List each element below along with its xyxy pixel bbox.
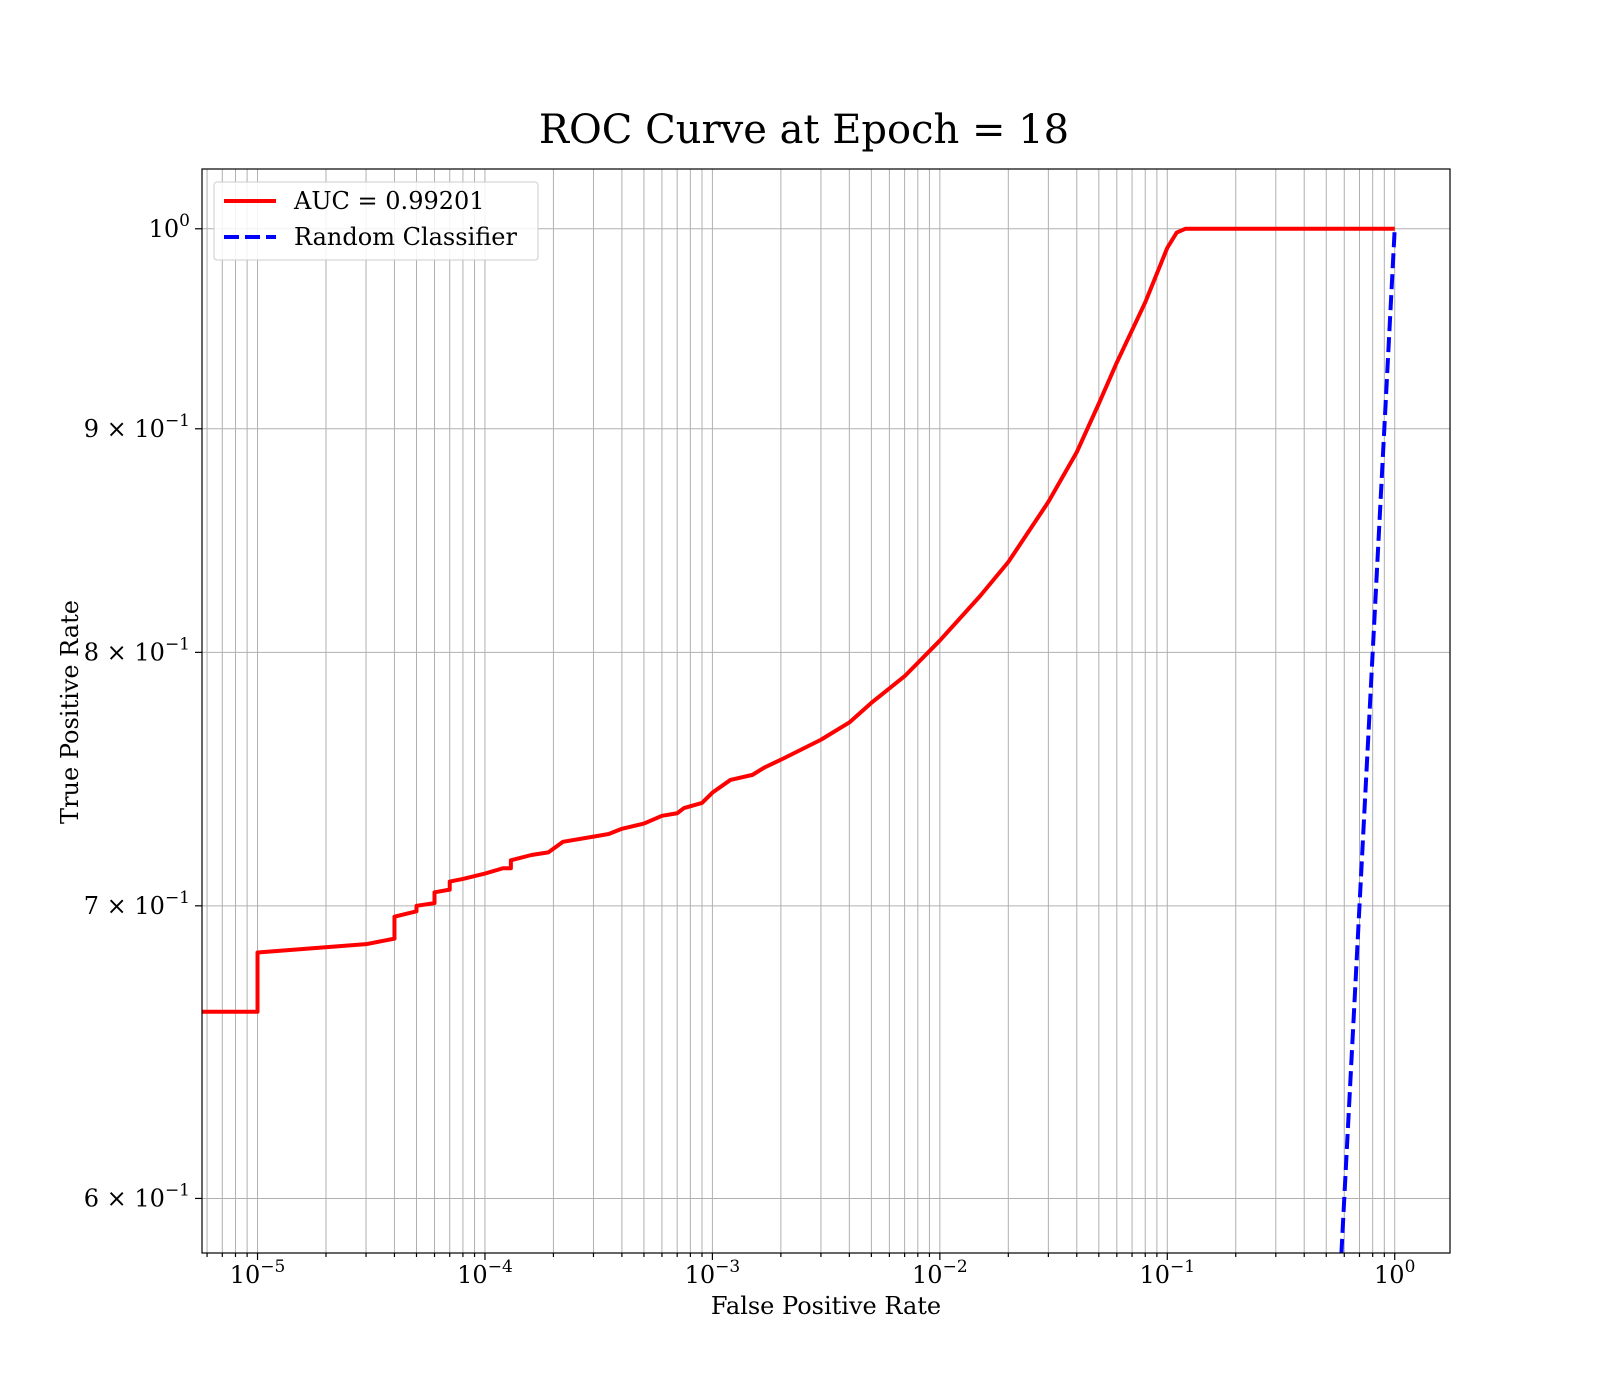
- y-tick-label: 100: [149, 211, 190, 243]
- plot-frame: [201, 168, 1451, 1254]
- y-axis-label: True Positive Rate: [56, 600, 84, 824]
- legend-label-random: Random Classifier: [294, 223, 517, 251]
- legend-label-auc: AUC = 0.99201: [293, 187, 485, 215]
- roc-curve-line: [202, 226, 1395, 1014]
- x-tick-label: 10−3: [685, 1257, 741, 1289]
- x-tick-label: 10−2: [912, 1257, 968, 1289]
- y-tick-label: 6 × 10−1: [84, 1180, 190, 1212]
- random-classifier-line: [1339, 228, 1397, 1253]
- minor-gridlines: [206, 169, 1385, 1253]
- y-tick-label: 9 × 10−1: [84, 411, 190, 443]
- legend: AUC = 0.99201 Random Classifier: [213, 181, 539, 261]
- plot-series: [202, 226, 1397, 1253]
- x-tick-label: 100: [1374, 1257, 1415, 1289]
- x-axis-label: False Positive Rate: [711, 1292, 941, 1320]
- legend-box: [213, 181, 539, 261]
- chart-title: ROC Curve at Epoch = 18: [539, 107, 1069, 153]
- x-tick-label: 10−1: [1139, 1257, 1195, 1289]
- y-tick-label: 7 × 10−1: [84, 888, 190, 920]
- major-gridlines: [202, 169, 1450, 1253]
- y-tick-label: 8 × 10−1: [84, 634, 190, 666]
- x-axis-ticks: 10−5 10−4 10−3 10−2 10−1 100: [206, 1253, 1415, 1289]
- x-tick-label: 10−4: [457, 1257, 513, 1289]
- y-axis-ticks: 100 9 × 10−1 8 × 10−1 7 × 10−1 6 × 10−1: [84, 211, 202, 1212]
- x-tick-label: 10−5: [230, 1257, 286, 1289]
